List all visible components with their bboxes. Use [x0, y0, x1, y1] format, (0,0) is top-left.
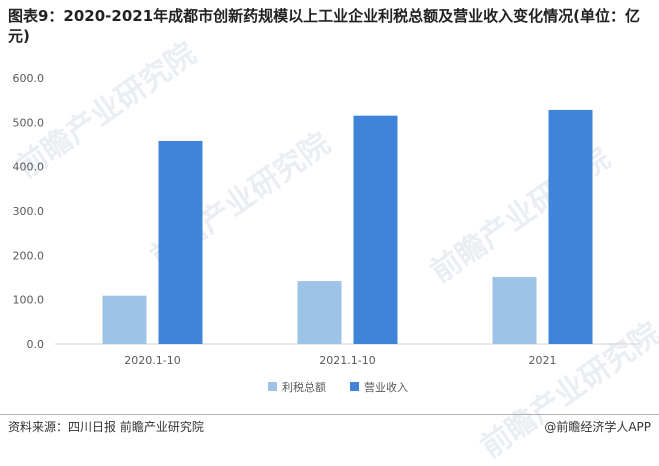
y-tick-label: 100.0	[13, 294, 45, 307]
legend-swatch	[268, 382, 277, 391]
x-tick-label: 2020.1-10	[124, 354, 180, 367]
bar-tax-profit	[492, 277, 537, 344]
y-tick-label: 300.0	[13, 205, 45, 218]
legend-swatch	[350, 382, 359, 391]
brand-credit: @前瞻经济学人APP	[544, 420, 651, 434]
bar-revenue	[158, 140, 203, 344]
legend-label: 利税总额	[282, 380, 326, 394]
y-tick-label: 500.0	[13, 116, 45, 129]
chart-title: 图表9：2020-2021年成都市创新药规模以上工业企业利税总额及营业收入变化情…	[8, 7, 641, 45]
bar-revenue	[353, 115, 398, 344]
footer-divider	[0, 414, 659, 415]
y-tick-label: 200.0	[13, 249, 45, 262]
y-tick-label: 600.0	[13, 72, 45, 85]
bar-tax-profit	[102, 295, 147, 344]
x-tick-label: 2021	[529, 354, 557, 367]
legend-label: 营业收入	[364, 380, 408, 394]
y-tick-label: 400.0	[13, 161, 45, 174]
y-tick-label: 0.0	[27, 338, 45, 351]
bar-revenue	[548, 109, 593, 344]
bar-chart: 0.0 100.0 200.0 300.0 400.0 500.0 600.0 2020.1-…	[13, 72, 640, 394]
x-tick-label: 2021.1-10	[319, 354, 375, 367]
bar-tax-profit	[297, 281, 342, 344]
source-note: 资料来源：四川日报 前瞻产业研究院	[8, 420, 204, 434]
